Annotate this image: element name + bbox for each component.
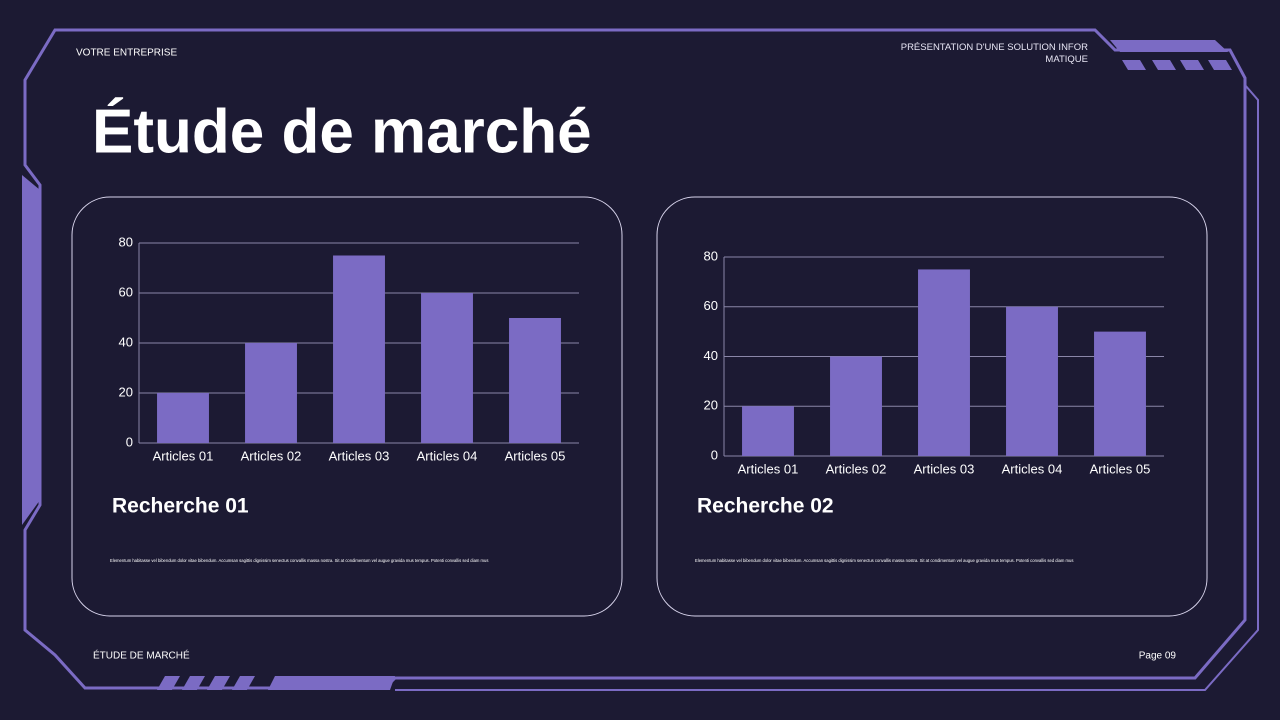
chart-title: Recherche 02 [697, 495, 834, 518]
footer-section: ÉTUDE DE MARCHÉ [93, 649, 190, 662]
decor-dashes [1122, 60, 1232, 70]
y-tick-label: 60 [119, 284, 133, 299]
y-tick-label: 0 [711, 447, 718, 462]
bar [245, 343, 297, 443]
x-tick-label: Articles 05 [505, 448, 566, 463]
bar [1094, 331, 1146, 456]
slide-title: Étude de marché [92, 97, 592, 166]
bar [421, 293, 473, 443]
frame-accent [395, 84, 1259, 691]
bar [742, 406, 794, 456]
y-tick-label: 80 [704, 248, 718, 263]
page-number: Page 09 [1139, 651, 1177, 662]
bar [1006, 306, 1058, 456]
bar [509, 318, 561, 443]
x-tick-label: Articles 03 [329, 448, 390, 463]
company: VOTRE ENTREPRISE [76, 48, 177, 59]
bar [333, 255, 385, 443]
chart-panel [71, 196, 623, 617]
bar [830, 356, 882, 456]
decor-side [22, 175, 40, 525]
chart-panel [656, 196, 1208, 617]
x-tick-label: Articles 05 [1090, 461, 1151, 476]
y-tick-label: 20 [704, 398, 718, 413]
y-tick-label: 40 [704, 348, 718, 363]
chart-caption: Elementum habitasse vel bibendum dolor v… [695, 558, 1073, 563]
chart-title: Recherche 01 [112, 495, 249, 518]
header-subtitle: PRÉSENTATION D'UNE SOLUTION INFORMATIQUE [900, 42, 1088, 65]
x-tick-label: Articles 01 [738, 461, 799, 476]
y-tick-label: 0 [126, 434, 133, 449]
decor-bar [1110, 40, 1228, 52]
x-tick-label: Articles 02 [241, 448, 302, 463]
y-tick-label: 80 [119, 234, 133, 249]
y-tick-label: 20 [119, 384, 133, 399]
bar [157, 393, 209, 443]
decor [22, 40, 1232, 690]
y-tick-label: 40 [119, 334, 133, 349]
x-tick-label: Articles 04 [1002, 461, 1063, 476]
x-tick-label: Articles 04 [417, 448, 478, 463]
x-tick-label: Articles 02 [826, 461, 887, 476]
x-tick-label: Articles 01 [153, 448, 214, 463]
chart-caption: Elementum habitasse vel bibendum dolor v… [110, 558, 488, 563]
decor-bottom [157, 676, 395, 690]
bar [918, 269, 970, 456]
y-tick-label: 60 [704, 298, 718, 313]
x-tick-label: Articles 03 [914, 461, 975, 476]
